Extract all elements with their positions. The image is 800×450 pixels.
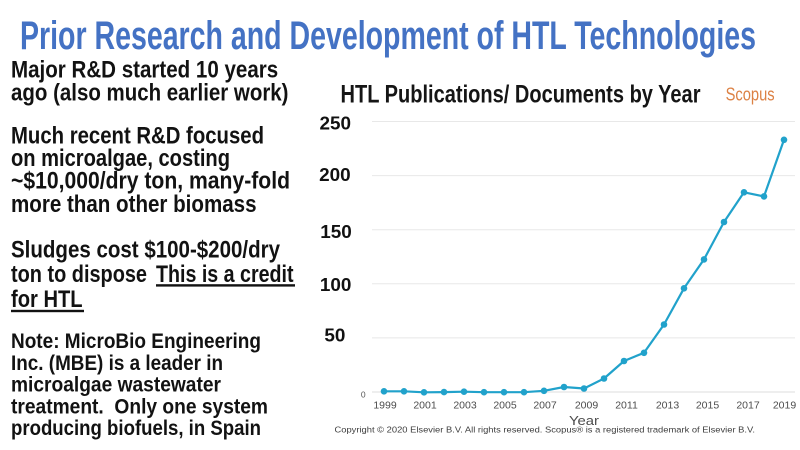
svg-text:0: 0 (361, 390, 366, 400)
svg-text:50: 50 (324, 325, 345, 346)
svg-text:This is a credit: This is a credit (156, 261, 294, 288)
svg-text:2011: 2011 (615, 400, 638, 412)
svg-text:Sludges cost $100-$200/dry: Sludges cost $100-$200/dry (11, 236, 281, 263)
svg-text:treatment. Only one system: treatment. Only one system (11, 393, 268, 418)
svg-text:Year: Year (569, 414, 599, 428)
svg-text:2007: 2007 (533, 400, 557, 412)
svg-text:ago (also much earlier work): ago (also much earlier work) (11, 79, 289, 106)
svg-text:2019: 2019 (773, 400, 797, 412)
svg-text:Scopus: Scopus (726, 83, 775, 104)
svg-text:on microalgae, costing: on microalgae, costing (11, 145, 230, 172)
svg-text:producing biofuels, in Spain: producing biofuels, in Spain (11, 415, 261, 440)
svg-text:more than other biomass: more than other biomass (11, 191, 257, 218)
svg-text:~$10,000/dry ton, many-fold: ~$10,000/dry ton, many-fold (11, 168, 290, 195)
svg-text:ton to dispose: ton to dispose (11, 261, 147, 288)
svg-text:Note: MicroBio Engineering: Note: MicroBio Engineering (11, 328, 261, 353)
svg-text:2013: 2013 (656, 400, 680, 412)
svg-text:microalgae wastewater: microalgae wastewater (11, 372, 221, 397)
svg-text:Prior Research and Development: Prior Research and Development of HTL Te… (20, 13, 756, 58)
svg-text:2001: 2001 (413, 400, 437, 412)
svg-text:2009: 2009 (575, 400, 599, 412)
svg-text:2005: 2005 (493, 400, 517, 412)
svg-text:250: 250 (320, 113, 352, 134)
svg-text:200: 200 (319, 165, 351, 186)
svg-text:2015: 2015 (696, 400, 720, 412)
svg-text:100: 100 (320, 275, 352, 296)
svg-text:HTL Publications/ Documents by: HTL Publications/ Documents by Year (341, 82, 701, 109)
svg-text:Inc. (MBE) is a leader in: Inc. (MBE) is a leader in (11, 350, 223, 375)
svg-text:Much recent R&D focused: Much recent R&D focused (11, 122, 264, 149)
svg-text:Copyright © 2020 Elsevier B.V.: Copyright © 2020 Elsevier B.V. All right… (335, 425, 756, 435)
svg-text:Major R&D started 10 years: Major R&D started 10 years (11, 57, 278, 84)
svg-text:2017: 2017 (736, 400, 760, 412)
svg-text:for HTL: for HTL (11, 286, 83, 313)
svg-text:2003: 2003 (453, 400, 477, 412)
svg-text:1999: 1999 (373, 400, 397, 412)
svg-text:150: 150 (320, 222, 352, 243)
